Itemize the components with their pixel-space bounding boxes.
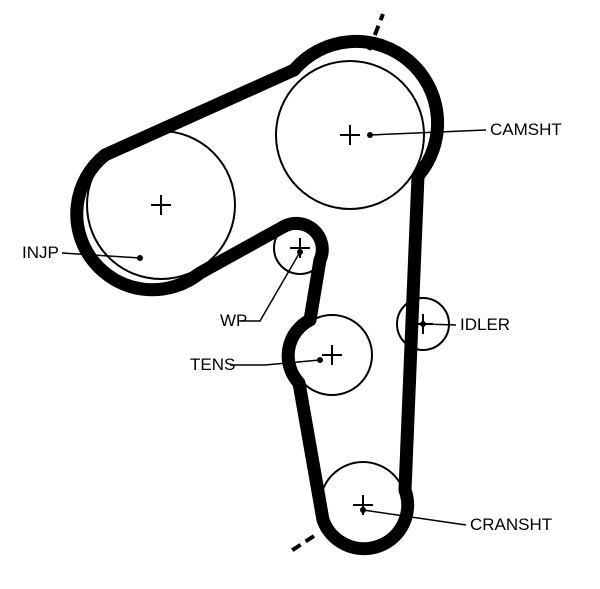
leader-line-cransht: [363, 510, 466, 525]
label-tens: TENS: [190, 355, 235, 374]
timing-mark-1: [288, 536, 314, 553]
pulley-injp: INJP: [22, 131, 235, 279]
label-cransht: CRANSHT: [470, 515, 552, 534]
drive-belt: [77, 41, 438, 548]
leader-line-camsht: [370, 130, 486, 135]
leader-dot-cransht: [360, 507, 366, 513]
leader-dot-idler: [420, 321, 426, 327]
pulley-tens: TENS: [190, 315, 372, 395]
leader-dot-tens: [317, 357, 323, 363]
leader-line-injp: [62, 253, 140, 258]
pulley-cransht: CRANSHT: [320, 462, 552, 548]
label-idler: IDLER: [460, 315, 510, 334]
leader-dot-wp: [297, 249, 303, 255]
leader-line-idler: [423, 324, 456, 325]
label-camsht: CAMSHT: [490, 120, 562, 139]
leader-dot-injp: [137, 255, 143, 261]
leader-line-wp: [240, 252, 300, 321]
leader-line-tens: [230, 360, 320, 365]
label-injp: INJP: [22, 243, 59, 262]
label-wp: WP: [220, 311, 247, 330]
belt-routing-diagram: INJP CAMSHT WP TENS IDLER CRANSHT: [0, 0, 600, 589]
leader-dot-camsht: [367, 132, 373, 138]
